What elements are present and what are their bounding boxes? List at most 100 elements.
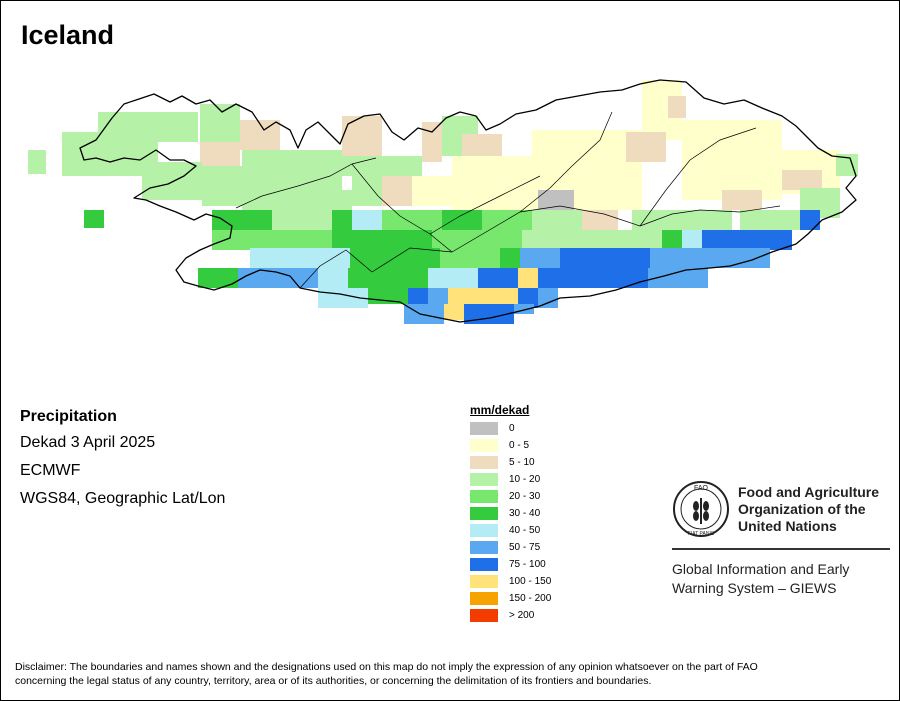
legend-title: mm/dekad xyxy=(470,403,530,417)
grid-cell xyxy=(722,190,762,210)
giews-label: Global Information and Early Warning Sys… xyxy=(672,561,850,596)
grid-cell xyxy=(382,210,442,230)
grid-cell xyxy=(428,268,448,288)
grid-cell xyxy=(352,210,382,230)
legend-swatch xyxy=(470,558,498,571)
grid-cell xyxy=(442,210,482,230)
grid-cell xyxy=(498,288,518,308)
grid-cell xyxy=(252,230,332,250)
legend-label: 40 - 50 xyxy=(509,525,541,536)
grid-cell xyxy=(538,190,574,210)
grid-cell xyxy=(352,176,382,206)
legend-item: 0 xyxy=(470,420,551,437)
grid-cell xyxy=(522,230,662,250)
grid-cell xyxy=(662,230,682,250)
variable-label: Precipitation xyxy=(20,408,117,425)
grid-cell xyxy=(532,210,582,230)
grid-cell xyxy=(198,268,238,288)
legend-swatch xyxy=(470,609,498,622)
grid-cell xyxy=(682,230,702,250)
grid-cell xyxy=(682,120,782,200)
legend-label: > 200 xyxy=(509,610,535,621)
grid-cell xyxy=(836,154,858,176)
grid-cell xyxy=(422,122,442,162)
map-info: Precipitation Dekad 3 April 2025 ECMWF W… xyxy=(20,408,225,518)
fao-org-name: Food and Agriculture Organization of the… xyxy=(738,483,880,534)
grid-cell xyxy=(342,156,382,176)
admin-boundaries xyxy=(235,111,781,289)
grid-cell xyxy=(432,230,492,250)
legend-label: 20 - 30 xyxy=(509,491,541,502)
legend-label: 150 - 200 xyxy=(509,593,552,604)
grid-cell xyxy=(518,288,538,308)
legend-items: 0 0 - 5 5 - 10 10 - 20 20 - 30 30 - 40 40 - 50… xyxy=(470,420,551,624)
legend-swatch xyxy=(470,575,498,588)
grid-cell xyxy=(538,288,558,308)
grid-cell xyxy=(84,210,104,228)
legend-item: 100 - 150 xyxy=(470,573,551,590)
grid-cell xyxy=(782,170,822,190)
grid-cell xyxy=(440,248,500,268)
fao-logo-text: FAO xyxy=(694,485,709,492)
legend-swatch xyxy=(470,524,498,537)
precipitation-map xyxy=(28,79,858,324)
grid-cell xyxy=(28,150,46,174)
grid-cell xyxy=(420,248,440,268)
map-title: Iceland xyxy=(21,20,115,50)
grid-cell xyxy=(462,134,502,156)
legend-swatch xyxy=(470,490,498,503)
legend-swatch xyxy=(470,592,498,605)
legend-label: 50 - 75 xyxy=(509,542,541,553)
legend-swatch xyxy=(470,473,498,486)
grid-cell xyxy=(750,248,770,268)
fao-divider xyxy=(672,548,890,550)
grid-cell xyxy=(368,288,408,304)
fao-branding: FAO FIAT PANIS Food and Agriculture Orga… xyxy=(672,480,890,598)
legend-item: 75 - 100 xyxy=(470,556,551,573)
grid-cell xyxy=(258,268,318,288)
grid-cell xyxy=(238,268,258,288)
grid-cell xyxy=(444,304,464,320)
legend-swatch xyxy=(470,541,498,554)
legend-item: > 200 xyxy=(470,607,551,624)
grid-cell xyxy=(412,176,452,206)
grid-cell xyxy=(740,210,800,230)
source-label: ECMWF xyxy=(20,462,81,479)
grid-cell xyxy=(448,268,478,288)
grid-cell xyxy=(632,210,732,230)
grid-cell xyxy=(448,288,498,304)
grid-cell xyxy=(212,230,252,250)
grid-cell xyxy=(62,132,98,176)
legend-item: 40 - 50 xyxy=(470,522,551,539)
grid-cell xyxy=(626,132,666,162)
grid-cell xyxy=(318,268,348,288)
precipitation-grid xyxy=(28,80,858,324)
grid-cell xyxy=(452,156,532,216)
fao-logo-icon: FAO FIAT PANIS xyxy=(673,481,729,537)
grid-cell xyxy=(800,210,820,230)
legend-label: 5 - 10 xyxy=(509,457,535,468)
grid-cell xyxy=(382,176,412,206)
grid-cell xyxy=(538,268,588,288)
grid-cell xyxy=(702,230,792,250)
legend-item: 150 - 200 xyxy=(470,590,551,607)
legend-label: 0 - 5 xyxy=(509,440,530,451)
legend-swatch xyxy=(470,422,498,435)
legend-label: 30 - 40 xyxy=(509,508,541,519)
grid-cell xyxy=(588,268,648,288)
grid-cell xyxy=(202,166,242,206)
grid-cell xyxy=(464,304,514,324)
fao-logo-motto: FIAT PANIS xyxy=(688,531,715,537)
legend-label: 0 xyxy=(509,423,515,434)
grid-cell xyxy=(200,142,240,166)
legend-label: 10 - 20 xyxy=(509,474,541,485)
period-label: Dekad 3 April 2025 xyxy=(20,434,156,451)
legend-item: 20 - 30 xyxy=(470,488,551,505)
legend-label: 75 - 100 xyxy=(509,559,546,570)
grid-cell xyxy=(348,268,428,288)
grid-cell xyxy=(142,162,202,200)
grid-cell xyxy=(342,116,382,156)
legend-item: 10 - 20 xyxy=(470,471,551,488)
legend-swatch xyxy=(470,456,498,469)
legend-swatch xyxy=(470,439,498,452)
